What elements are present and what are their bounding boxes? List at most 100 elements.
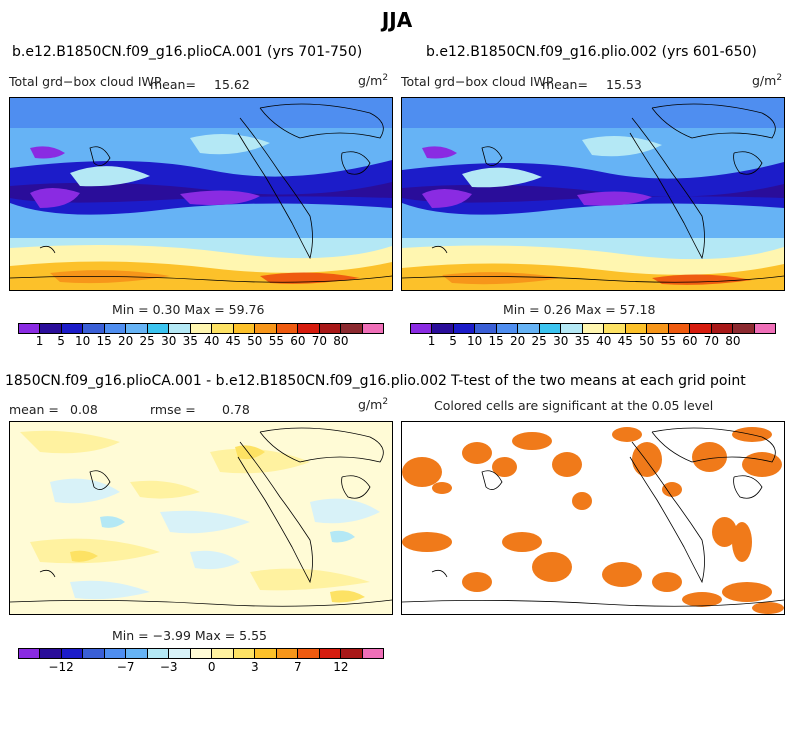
colorbar-tick-label: −7 [116, 660, 135, 674]
colorbar-tick-label: 45 [617, 334, 633, 348]
panel-2-mean-label: mean= [542, 77, 588, 92]
colorbar-swatch [104, 324, 127, 333]
colorbar-tick-label: 80 [333, 334, 349, 348]
panel-2-title: b.e12.B1850CN.f09_g16.plio.002 (yrs 601-… [426, 44, 757, 60]
significant-region [712, 517, 737, 547]
figure-title: JJA [381, 8, 413, 32]
colorbar-swatch [319, 649, 342, 658]
colorbar-swatch [561, 324, 583, 333]
colorbar-swatch [212, 649, 234, 658]
colorbar-tick-label: 5 [57, 334, 65, 348]
colorbar-swatch [19, 649, 41, 658]
colorbar-tick-label: 3 [250, 660, 259, 674]
significant-region [492, 457, 517, 477]
colorbar-tick-label: 70 [311, 334, 328, 348]
colorbar-swatch [276, 649, 299, 658]
colorbar-swatch [539, 324, 562, 333]
colorbar-swatch [233, 649, 256, 658]
colorbar-swatch [754, 324, 775, 333]
significant-region [662, 482, 682, 497]
colorbar-tick-label: 12 [333, 660, 349, 674]
panel-1-variable-label: Total grd−box cloud IWP [9, 74, 162, 89]
colorbar-swatch [362, 324, 383, 333]
panel-2-map-field [402, 98, 784, 290]
significant-region [752, 602, 784, 614]
significant-region [602, 562, 642, 587]
colorbar-tick-label: 15 [96, 334, 112, 348]
significant-region [692, 442, 727, 472]
significant-region [462, 572, 492, 592]
colorbar-swatch [61, 649, 84, 658]
colorbar-tick-label: 60 [682, 334, 698, 348]
colorbar-swatch [276, 324, 299, 333]
panel-2-colorbar [410, 323, 776, 334]
colorbar-tick-label: 80 [725, 334, 741, 348]
colorbar-swatch [233, 324, 256, 333]
colorbar-tick-label: 60 [290, 334, 306, 348]
panel-1-mean-label: mean= [150, 77, 196, 92]
significant-region [552, 452, 582, 477]
colorbar-swatch [169, 324, 191, 333]
panel-3-mean-label: mean = [9, 402, 59, 417]
colorbar-tick-label: 70 [703, 334, 720, 348]
colorbar-tick-label: −3 [159, 660, 178, 674]
colorbar-tick-label: 15 [488, 334, 504, 348]
panel-3-units: g/m2 [358, 397, 389, 413]
significant-region [432, 482, 452, 494]
colorbar-tick-label: 40 [204, 334, 220, 348]
panel-2-map [401, 97, 785, 291]
colorbar-swatch [647, 324, 669, 333]
colorbar-swatch [582, 324, 605, 333]
colorbar-swatch [126, 324, 148, 333]
colorbar-swatch [319, 324, 342, 333]
colorbar-tick-label: 1 [427, 334, 436, 348]
colorbar-swatch [104, 649, 127, 658]
panel-4-map-field [402, 422, 784, 614]
significant-region [462, 442, 492, 464]
colorbar-tick-label: 10 [74, 334, 91, 348]
panel-3-mean-value: 0.08 [70, 402, 98, 417]
panel-2-units: g/m2 [752, 73, 783, 89]
colorbar-tick-label: −12 [48, 660, 74, 674]
significant-region [512, 432, 552, 450]
colorbar-swatch [255, 324, 277, 333]
colorbar-swatch [147, 649, 170, 658]
panel-2-minmax: Min = 0.26 Max = 57.18 [503, 302, 656, 317]
panel-4-subtitle: Colored cells are significant at the 0.0… [434, 398, 714, 413]
significant-region [732, 522, 752, 562]
colorbar-swatch [518, 324, 540, 333]
panel-1-mean-value: 15.62 [214, 77, 250, 92]
colorbar-swatch [733, 324, 755, 333]
panel-3-map-field [10, 422, 392, 614]
significant-region [742, 452, 782, 477]
panel-3-map [9, 421, 393, 615]
colorbar-tick-label: 50 [639, 334, 655, 348]
panel-1-minmax: Min = 0.30 Max = 59.76 [112, 302, 265, 317]
colorbar-swatch [126, 649, 148, 658]
colorbar-tick-label: 35 [182, 334, 198, 348]
colorbar-tick-label: 25 [139, 334, 155, 348]
colorbar-swatch [362, 649, 383, 658]
colorbar-swatch [341, 324, 363, 333]
significant-region [632, 442, 662, 477]
colorbar-swatch [341, 649, 363, 658]
colorbar-tick-label: 55 [660, 334, 676, 348]
colorbar-swatch [169, 649, 191, 658]
panel-3-minmax: Min = −3.99 Max = 5.55 [112, 628, 267, 643]
colorbar-tick-label: 40 [596, 334, 612, 348]
colorbar-swatch [61, 324, 84, 333]
panel-3-rmse-value: 0.78 [222, 402, 250, 417]
colorbar-swatch [83, 324, 105, 333]
colorbar-tick-label: 55 [268, 334, 284, 348]
panel-1-title: b.e12.B1850CN.f09_g16.plioCA.001 (yrs 70… [12, 44, 363, 60]
panel-4-map [401, 421, 785, 615]
colorbar-tick-label: 45 [225, 334, 241, 348]
significant-region [612, 427, 642, 442]
colorbar-tick-label: 20 [510, 334, 526, 348]
colorbar-swatch [19, 324, 41, 333]
colorbar-swatch [212, 324, 234, 333]
colorbar-swatch [625, 324, 648, 333]
colorbar-swatch [432, 324, 454, 333]
colorbar-swatch [298, 649, 320, 658]
panel-2-variable-label: Total grd−box cloud IWP [401, 74, 554, 89]
